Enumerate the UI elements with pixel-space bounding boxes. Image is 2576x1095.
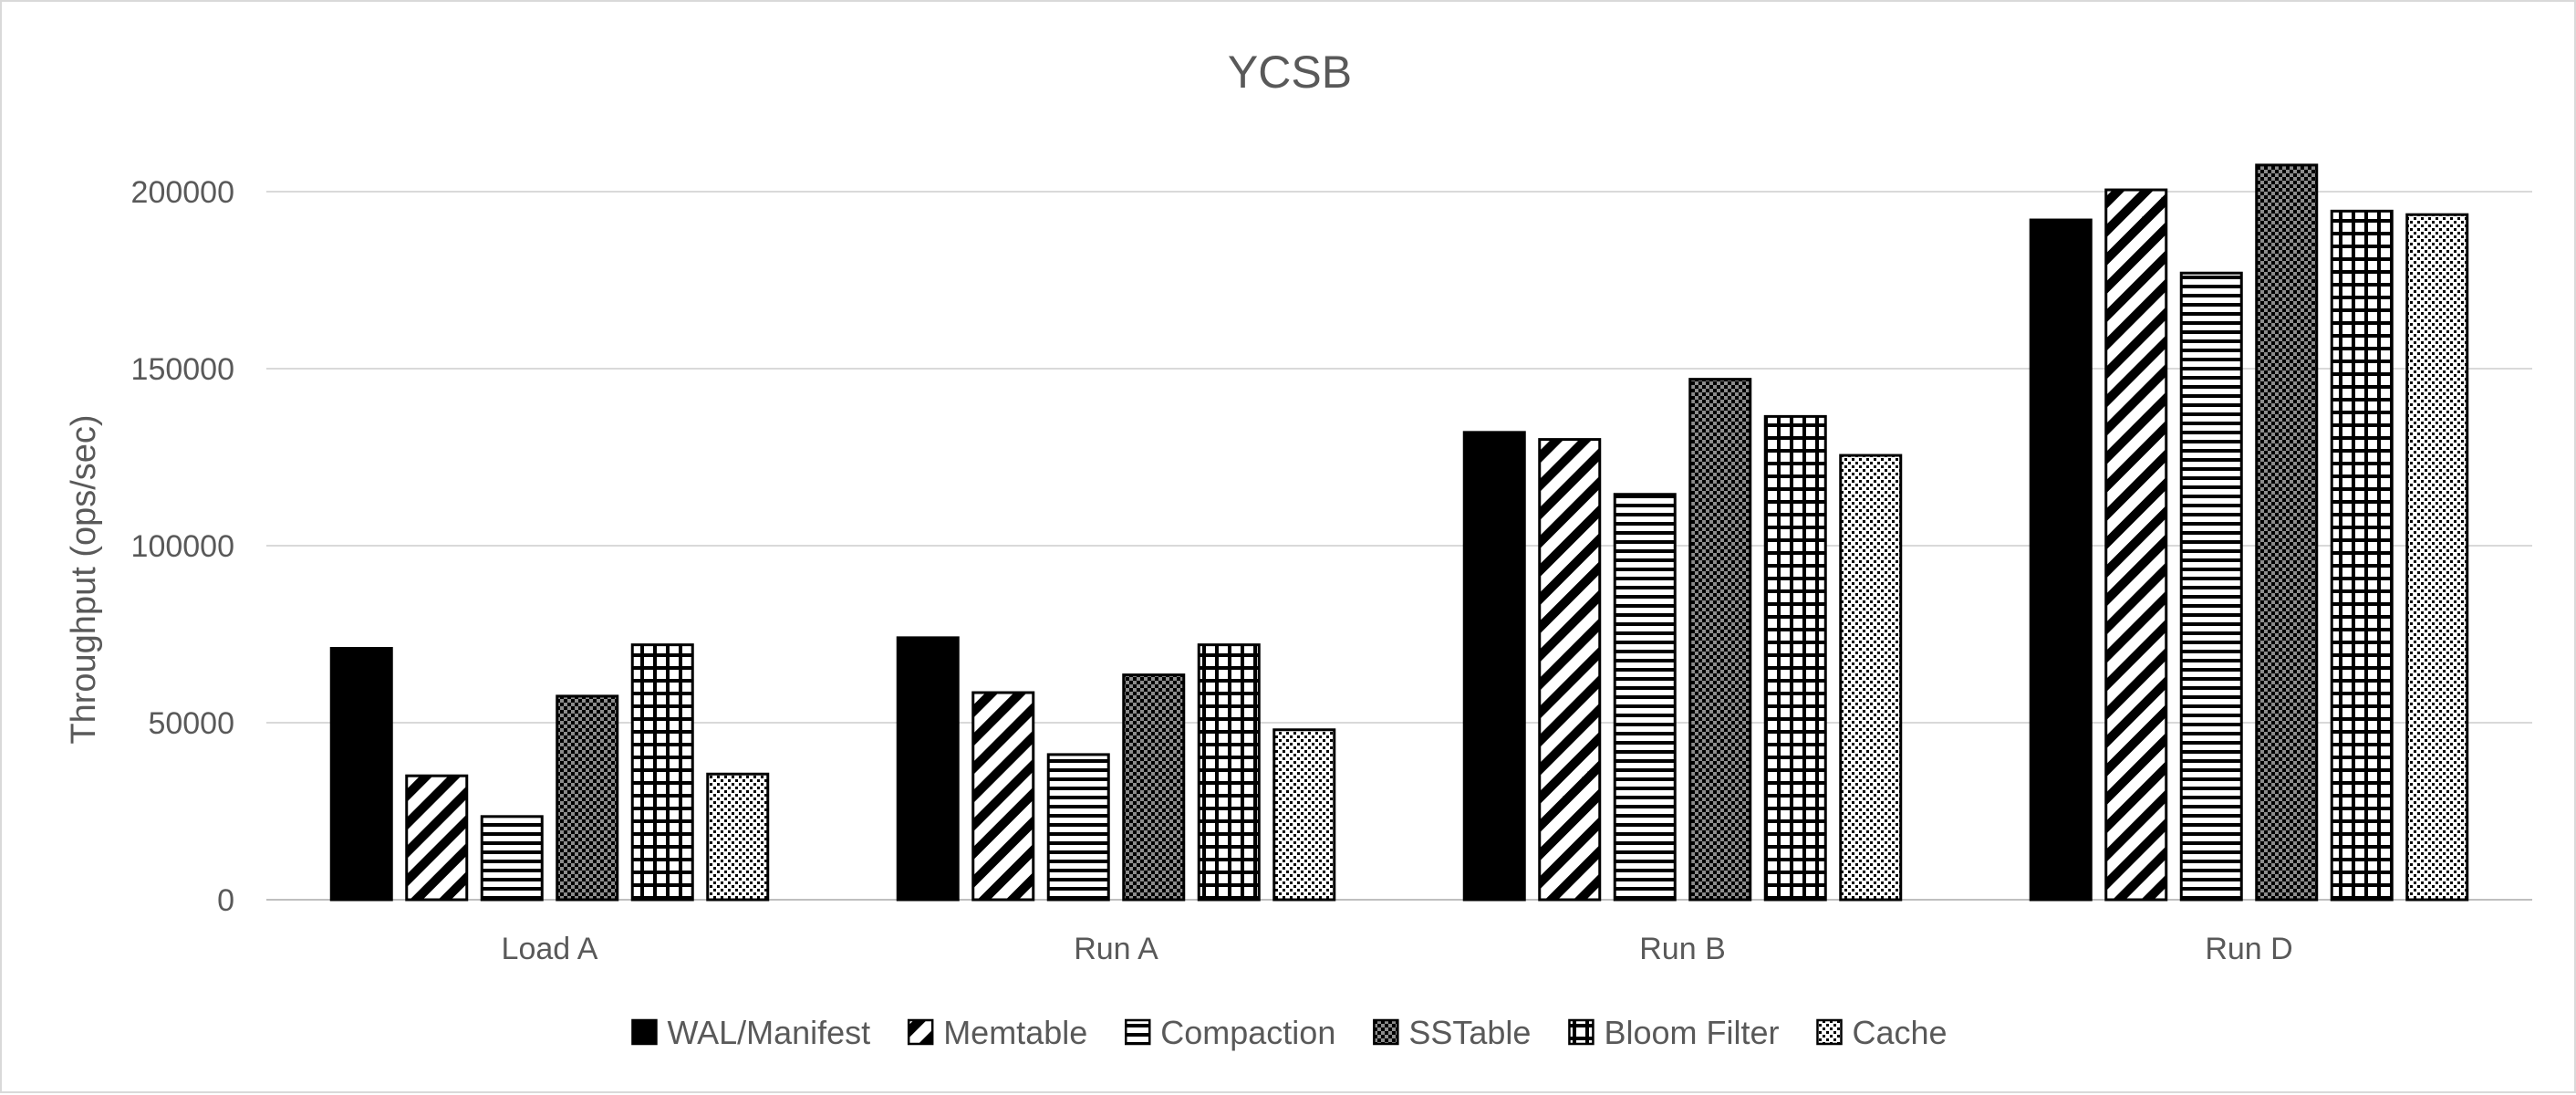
legend-label-wal-manifest: WAL/Manifest <box>667 1014 870 1051</box>
y-axis-label: Throughput (ops/sec) <box>65 414 103 744</box>
legend-swatch-cache <box>1816 1018 1843 1046</box>
bar-wal-manifest-run-b <box>1462 431 1526 902</box>
bar-memtable-run-b <box>1538 438 1602 902</box>
bar-sstable-run-d <box>2255 163 2319 902</box>
bar-bloom-filter-run-d <box>2330 209 2394 902</box>
bar-compaction-run-a <box>1046 753 1110 902</box>
x-tick-label: Load A <box>502 932 598 966</box>
bar-sstable-load-a <box>556 694 619 902</box>
bar-compaction-load-a <box>480 815 544 902</box>
bar-cache-run-a <box>1272 728 1336 902</box>
bars <box>329 163 2469 902</box>
bar-sstable-run-b <box>1688 378 1752 902</box>
bar-wal-manifest-load-a <box>329 647 393 902</box>
bar-cache-load-a <box>706 772 770 902</box>
legend-swatch-sstable <box>1373 1018 1399 1046</box>
y-tick-label: 50000 <box>148 706 234 741</box>
legend-label-bloom-filter: Bloom Filter <box>1604 1014 1779 1051</box>
x-tick-label: Run D <box>2205 932 2292 966</box>
bar-memtable-run-d <box>2104 188 2168 902</box>
legend: WAL/Manifest Memtable Compaction SSTable Blo… <box>631 1014 1948 1051</box>
y-axis-ticks: 0 50000 100000 150000 200000 <box>131 175 234 918</box>
bar-compaction-run-b <box>1613 493 1677 902</box>
chart-title: YCSB <box>1228 47 1352 98</box>
bar-wal-manifest-run-d <box>2029 218 2093 902</box>
x-axis-ticks: Load A Run A Run B Run D <box>502 932 2293 966</box>
legend-label-compaction: Compaction <box>1160 1014 1335 1051</box>
legend-label-memtable: Memtable <box>943 1014 1087 1051</box>
bar-bloom-filter-run-a <box>1197 643 1261 902</box>
legend-label-cache: Cache <box>1852 1014 1947 1051</box>
bar-cache-run-d <box>2405 213 2469 902</box>
y-tick-label: 0 <box>217 883 234 918</box>
bar-memtable-load-a <box>405 774 469 902</box>
legend-label-sstable: SSTable <box>1408 1014 1531 1051</box>
bar-sstable-run-a <box>1122 673 1186 902</box>
bar-compaction-run-d <box>2179 271 2243 902</box>
legend-swatch-bloom-filter <box>1568 1018 1594 1046</box>
legend-swatch-compaction <box>1125 1018 1151 1046</box>
x-tick-label: Run A <box>1074 932 1158 966</box>
bar-cache-run-b <box>1839 454 1903 902</box>
y-tick-label: 100000 <box>131 529 234 564</box>
bar-bloom-filter-load-a <box>630 643 694 902</box>
x-tick-label: Run B <box>1639 932 1726 966</box>
legend-swatch-memtable <box>907 1018 934 1046</box>
bar-memtable-run-a <box>971 691 1035 902</box>
bar-bloom-filter-run-b <box>1763 414 1827 902</box>
legend-swatch-wal-manifest <box>631 1018 658 1046</box>
y-tick-label: 150000 <box>131 352 234 387</box>
y-tick-label: 200000 <box>131 175 234 210</box>
bar-wal-manifest-run-a <box>896 636 960 902</box>
